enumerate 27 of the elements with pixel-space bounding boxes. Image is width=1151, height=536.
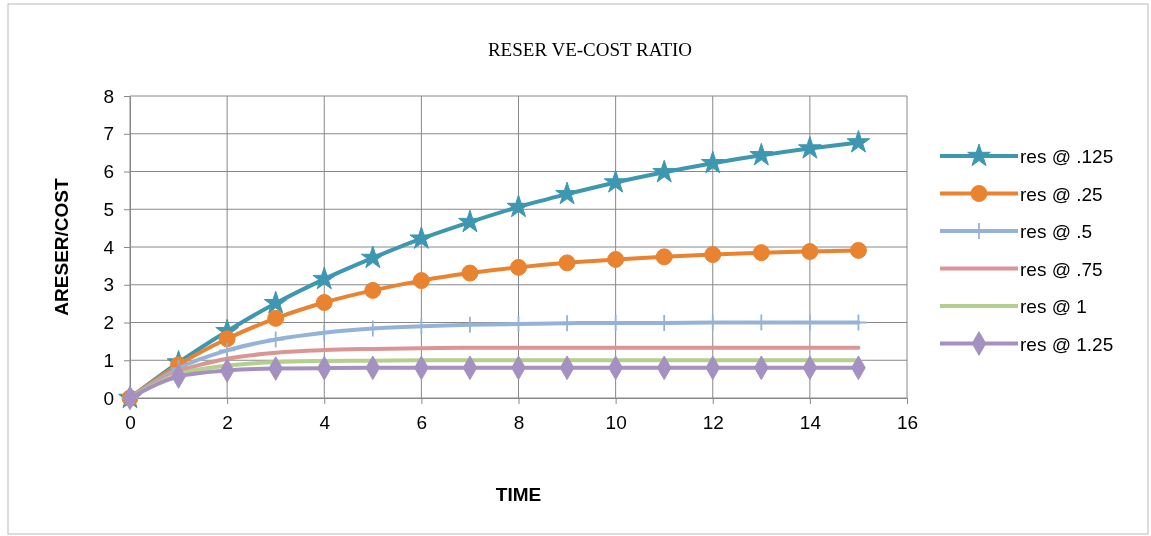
x-tick-label: 4 xyxy=(319,412,331,434)
legend-label: res @ 1 xyxy=(1020,296,1087,317)
legend-label: res @ .75 xyxy=(1020,258,1103,280)
y-tick-label: 0 xyxy=(103,387,114,409)
y-tick-label: 4 xyxy=(103,236,115,258)
legend-label: res @ .25 xyxy=(1020,183,1103,205)
y-tick-label: 1 xyxy=(103,349,114,371)
legend-label: res @ .5 xyxy=(1020,221,1093,242)
x-tick-label: 8 xyxy=(513,412,525,434)
x-tick-label: 6 xyxy=(416,412,428,434)
y-tick-label: 6 xyxy=(103,161,114,183)
x-tick-label: 12 xyxy=(702,412,724,434)
x-axis-title: TIME xyxy=(495,484,542,505)
y-axis-title: ARESER/COST xyxy=(51,177,72,316)
y-tick-label: 5 xyxy=(103,198,114,220)
legend-label: res @ 1.25 xyxy=(1020,333,1114,355)
y-tick-label: 8 xyxy=(103,85,114,107)
chart-title: RESER VE-COST RATIO xyxy=(487,39,693,60)
legend-label: res @ .125 xyxy=(1020,146,1114,167)
x-tick-label: 10 xyxy=(605,412,627,434)
y-tick-label: 2 xyxy=(103,312,114,334)
y-tick-label: 7 xyxy=(103,123,114,145)
x-tick-label: 16 xyxy=(896,412,919,434)
x-tick-label: 0 xyxy=(125,412,136,434)
y-tick-label: 3 xyxy=(103,274,114,296)
x-tick-label: 14 xyxy=(799,412,822,434)
x-tick-label: 2 xyxy=(222,412,233,434)
